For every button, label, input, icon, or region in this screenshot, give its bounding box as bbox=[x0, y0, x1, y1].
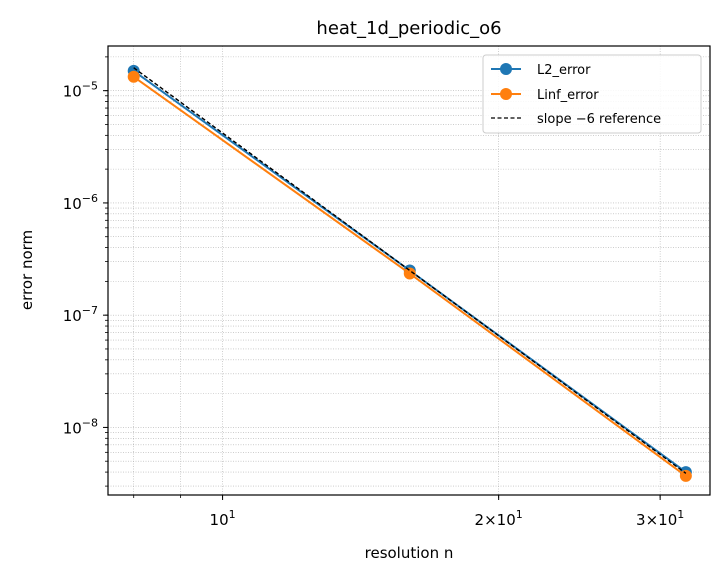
series-layer bbox=[127, 64, 692, 482]
y-tick-label: 10−8 bbox=[63, 416, 98, 437]
legend-linf-marker bbox=[500, 88, 512, 100]
plot-frame bbox=[107, 45, 711, 496]
legend-box bbox=[482, 54, 702, 134]
ticks-layer: 101 2×101 3×101 10−5 10−6 10−7 10−8 bbox=[63, 56, 684, 529]
x-axis-label: resolution n bbox=[365, 544, 454, 562]
y-tick-label: 10−6 bbox=[63, 192, 98, 213]
x-tick-label: 3×101 bbox=[636, 508, 684, 529]
series-line-reference-overlay bbox=[133, 67, 687, 474]
legend: L2_error Linf_error slope −6 reference bbox=[482, 54, 702, 134]
y-tick-label: 10−7 bbox=[63, 304, 98, 325]
legend-entry-l2-error: L2_error bbox=[491, 63, 591, 78]
x-tick-label: 101 bbox=[210, 508, 236, 529]
legend-linf-label: Linf_error bbox=[537, 88, 599, 103]
data-point-linf-error bbox=[679, 469, 692, 482]
data-point-linf-error bbox=[403, 267, 416, 280]
y-tick-label: 10−5 bbox=[63, 80, 98, 101]
legend-entry-linf-error: Linf_error bbox=[491, 88, 599, 103]
data-point-linf-error bbox=[127, 70, 140, 83]
legend-l2-label: L2_error bbox=[537, 63, 591, 78]
chart-title: heat_1d_periodic_o6 bbox=[316, 18, 501, 39]
legend-reference-label: slope −6 reference bbox=[537, 112, 661, 127]
minor-grid bbox=[108, 46, 710, 495]
legend-l2-marker bbox=[500, 63, 512, 75]
x-tick-label: 2×101 bbox=[475, 508, 523, 529]
legend-entry-slope-reference: slope −6 reference bbox=[491, 112, 661, 127]
y-axis-label: error norm bbox=[18, 230, 36, 310]
